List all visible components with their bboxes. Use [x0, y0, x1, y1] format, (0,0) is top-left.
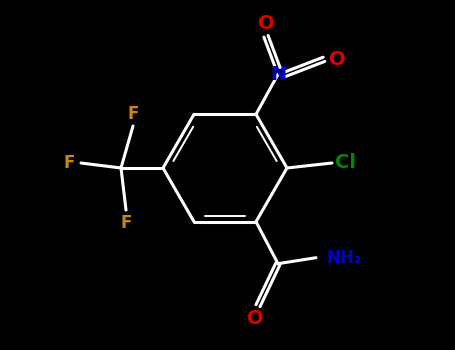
Text: F: F: [120, 214, 131, 232]
Text: O: O: [258, 14, 274, 33]
Text: NH₂: NH₂: [326, 249, 361, 267]
Text: O: O: [247, 309, 263, 328]
Text: F: F: [127, 105, 139, 123]
Text: Cl: Cl: [335, 154, 356, 173]
Text: N: N: [270, 65, 286, 84]
Text: F: F: [63, 154, 75, 172]
Text: O: O: [329, 50, 345, 69]
